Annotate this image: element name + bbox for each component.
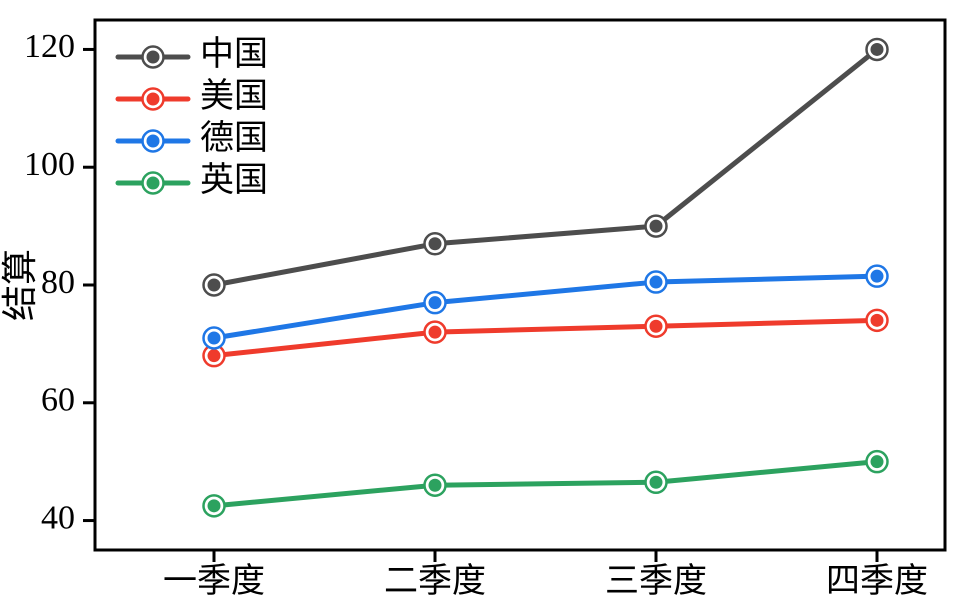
- data-marker: [867, 266, 888, 287]
- data-marker: [646, 216, 667, 237]
- y-tick-label: 120: [24, 28, 75, 65]
- data-marker: [867, 451, 888, 472]
- legend-label: 德国: [200, 119, 268, 157]
- data-marker: [646, 472, 667, 493]
- data-marker: [425, 475, 446, 496]
- legend-label: 美国: [200, 77, 268, 115]
- data-marker: [425, 322, 446, 343]
- x-tick-label: 四季度: [826, 562, 928, 600]
- y-tick-label: 80: [41, 264, 75, 301]
- y-tick-label: 40: [41, 499, 75, 536]
- x-tick-label: 三季度: [605, 562, 707, 600]
- legend-label: 英国: [200, 161, 268, 199]
- x-tick-label: 二季度: [384, 562, 486, 600]
- data-marker: [646, 272, 667, 293]
- line-chart: 40 60 80 100 120 一季度 二季度 三季度 四季度 结算 中国美国德国英国: [0, 0, 964, 602]
- data-marker: [425, 292, 446, 313]
- data-marker: [867, 310, 888, 331]
- y-tick-label: 60: [41, 382, 75, 419]
- data-marker: [646, 316, 667, 337]
- data-marker: [204, 328, 225, 349]
- data-marker: [867, 39, 888, 60]
- x-tick-label: 一季度: [163, 562, 265, 600]
- legend-label: 中国: [200, 35, 268, 73]
- data-marker: [425, 233, 446, 254]
- y-axis-label: 结算: [0, 249, 40, 321]
- data-marker: [204, 275, 225, 296]
- data-marker: [204, 495, 225, 516]
- y-tick-label: 100: [24, 146, 75, 183]
